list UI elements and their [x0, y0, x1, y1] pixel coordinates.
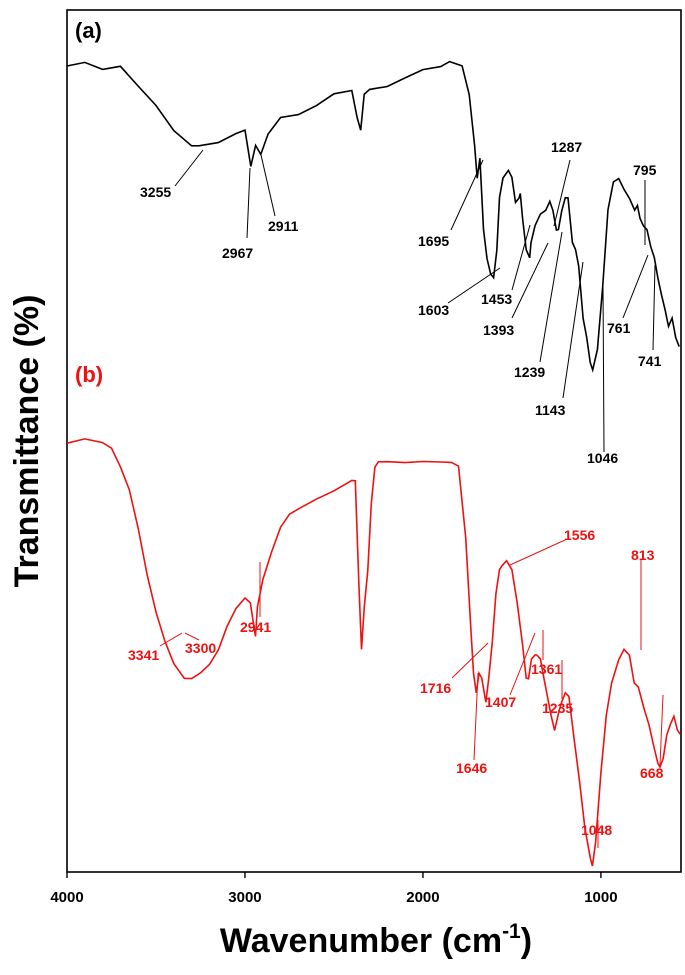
peak-leader	[539, 231, 563, 363]
spectrum-a-line	[66, 60, 680, 373]
peak-label: 1235	[542, 700, 573, 716]
peak-label: 1143	[535, 402, 566, 418]
peak-leader	[450, 159, 484, 231]
peak-label: 1048	[581, 822, 612, 838]
peak-leader	[159, 632, 183, 647]
spectrum-b-line	[66, 438, 681, 867]
peak-label: 2967	[222, 245, 253, 261]
peak-leader	[652, 264, 656, 351]
x-tick-label: 3000	[228, 889, 261, 906]
peak-leader	[447, 267, 501, 304]
peak-labels-b: 3341 3300 2941 1716 1646 1556 1407 1361 …	[128, 527, 664, 838]
panel-label-b: (b)	[75, 362, 103, 387]
peak-label: 3341	[128, 647, 159, 663]
peak-labels-a: 3255 2967 2911 1695 1603 1453 1393 1287 …	[140, 139, 662, 466]
peak-label: 3255	[140, 184, 171, 200]
peak-leader	[451, 642, 489, 679]
peak-leader	[509, 632, 536, 696]
x-tick-label: 1000	[584, 889, 617, 906]
peak-label: 1239	[514, 364, 545, 380]
peak-leader	[562, 261, 584, 399]
peak-label: 741	[638, 353, 662, 369]
peak-leader	[184, 632, 200, 641]
x-axis-title-end: )	[521, 922, 532, 960]
plot-frame	[66, 9, 682, 873]
peak-label: 761	[607, 320, 631, 336]
peak-leader	[511, 224, 531, 291]
peak-label: 1695	[418, 233, 449, 249]
x-axis-title-sup: -1	[502, 920, 521, 943]
peak-label: 795	[633, 162, 657, 178]
y-axis-title: Transmittance (%)	[8, 295, 46, 588]
peak-label: 1556	[564, 527, 595, 543]
peak-leader	[246, 167, 251, 239]
peak-label: 1046	[587, 450, 618, 466]
peak-label: 1716	[420, 680, 451, 696]
peak-leader	[659, 694, 664, 766]
x-axis-ticks: 4000 3000 2000 1000	[50, 872, 618, 906]
peak-label: 813	[631, 547, 655, 563]
peak-leader	[473, 672, 479, 761]
peak-label: 1646	[456, 760, 487, 776]
x-axis-title: Wavenumber (cm-1)	[220, 920, 532, 960]
peak-leader	[260, 154, 276, 217]
peak-leader	[602, 284, 605, 453]
peak-leader	[509, 539, 566, 566]
peak-label: 3300	[185, 640, 216, 656]
peak-label: 1393	[483, 322, 514, 338]
peak-leader	[622, 254, 649, 319]
x-axis-title-main: Wavenumber (cm	[220, 922, 502, 960]
panel-label-a: (a)	[75, 18, 102, 43]
peak-leader-lines	[159, 149, 664, 848]
peak-label: 2911	[268, 218, 299, 234]
peak-label: 2941	[240, 619, 271, 635]
peak-leader	[511, 242, 549, 319]
peak-label: 1603	[418, 302, 449, 318]
peak-label: 1407	[485, 694, 516, 710]
peak-leader	[553, 159, 571, 227]
peak-label: 1453	[481, 291, 512, 307]
x-tick-label: 4000	[50, 889, 83, 906]
x-tick-label: 2000	[406, 889, 439, 906]
peak-leader	[174, 149, 204, 187]
peak-label: 668	[640, 765, 664, 781]
peak-label: 1287	[551, 139, 582, 155]
peak-label: 1361	[531, 661, 562, 677]
